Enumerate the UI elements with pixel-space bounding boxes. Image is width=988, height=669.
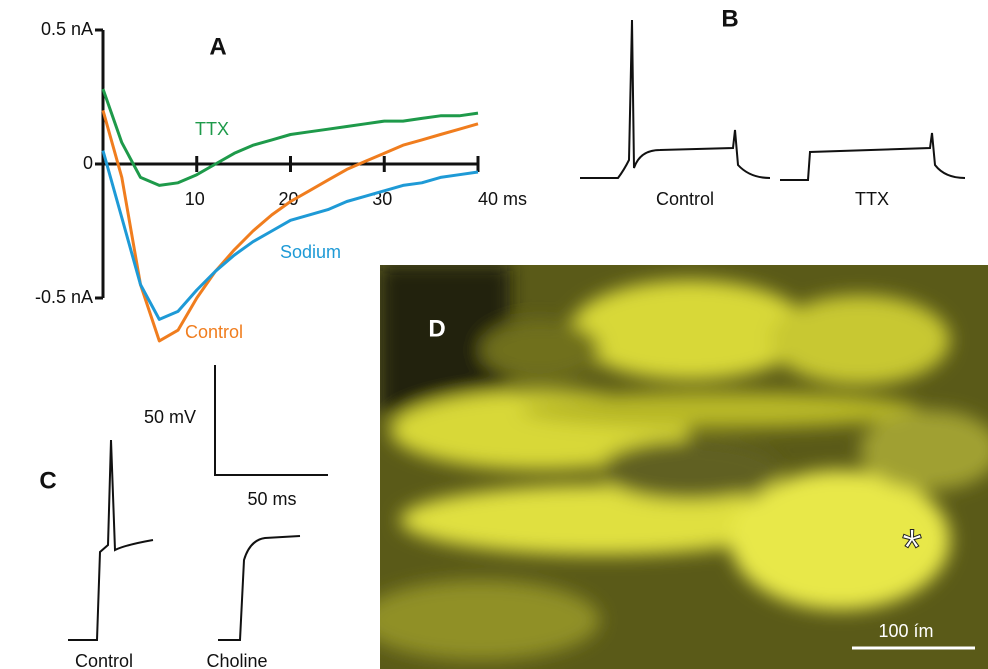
trace — [68, 439, 154, 641]
y-tick-label: 0.5 nA — [41, 19, 93, 39]
panel-label: C — [39, 467, 56, 494]
series-line — [101, 109, 479, 343]
x-tick-label: 40 ms — [478, 189, 527, 209]
trace-label: TTX — [855, 189, 889, 209]
scale-bar — [214, 365, 328, 476]
panel-label: B — [721, 5, 738, 32]
scale-label: 50 ms — [247, 489, 296, 509]
trace — [218, 535, 301, 641]
panel-label: A — [209, 33, 226, 60]
marker: * — [902, 520, 922, 578]
x-tick-label: 20 — [278, 189, 298, 209]
y-tick-label: -0.5 nA — [35, 287, 93, 307]
legend-label: Sodium — [280, 242, 341, 262]
scale-label: 50 mV — [144, 407, 196, 427]
series-line — [101, 150, 479, 321]
legend-label: TTX — [195, 119, 229, 139]
trace — [580, 19, 771, 179]
scale-label: 100 ím — [878, 621, 933, 641]
trace-label: Choline — [206, 651, 267, 669]
trace-label: Control — [656, 189, 714, 209]
micrograph — [380, 265, 988, 669]
y-tick-label: 0 — [83, 153, 93, 173]
trace-label: Control — [75, 651, 133, 669]
trace — [780, 132, 966, 181]
panel-label: D — [428, 315, 445, 342]
legend-label: Control — [185, 322, 243, 342]
x-tick-label: 10 — [185, 189, 205, 209]
series-line — [101, 88, 479, 187]
